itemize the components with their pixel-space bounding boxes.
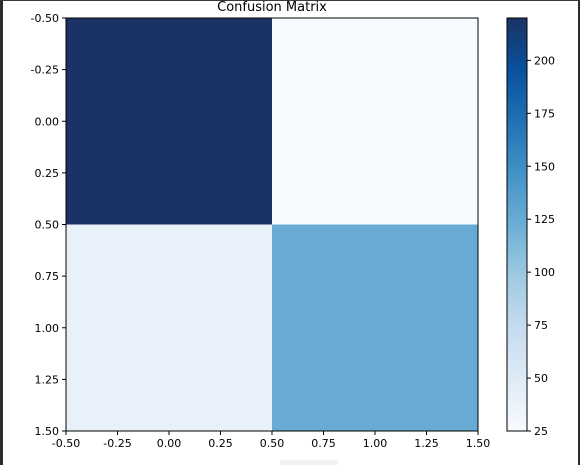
x-tick-label: 0.50: [260, 437, 285, 450]
x-tick-label: 0.00: [157, 437, 182, 450]
bottom-strip: [280, 460, 338, 465]
y-tick-label: -0.25: [31, 64, 59, 77]
colorbar-tick-label: 175: [534, 107, 555, 120]
heatmap-cell-1-0: [66, 224, 272, 431]
y-tick-label: -0.50: [31, 12, 59, 25]
colorbar-tick-label: 100: [534, 266, 555, 279]
y-tick-label: 1.25: [35, 373, 60, 386]
window-edge-top: [0, 0, 580, 1]
heatmap-cell-0-0: [66, 18, 272, 225]
colorbar-tick-label: 75: [534, 319, 548, 332]
x-tick-label: 1.00: [363, 437, 388, 450]
y-axis: -0.50 -0.25 0.00 0.25 0.50 0.75 1.00 1.25 1.50: [31, 12, 66, 438]
x-tick-label: 0.75: [311, 437, 336, 450]
y-tick-label: 0.25: [35, 167, 60, 180]
colorbar-axis: 200 175 150 125 100 75 50 25: [527, 54, 555, 438]
colorbar-gradient: [507, 18, 527, 431]
chart-title: Confusion Matrix: [217, 0, 327, 15]
y-tick-label: 0.50: [35, 219, 60, 232]
colorbar-tick-label: 125: [534, 213, 555, 226]
window-edge-right: [578, 0, 580, 465]
colorbar-tick-label: 150: [534, 160, 555, 173]
y-tick-label: 1.50: [35, 425, 60, 438]
y-tick-label: 0.75: [35, 270, 60, 283]
x-tick-label: 0.25: [208, 437, 233, 450]
x-tick-label: 1.50: [466, 437, 491, 450]
colorbar-tick-label: 200: [534, 54, 555, 67]
window-edge-left: [0, 0, 3, 465]
x-tick-label: 1.25: [414, 437, 439, 450]
heatmap-cell-0-1: [272, 18, 478, 225]
colorbar-tick-label: 50: [534, 372, 548, 385]
colorbar-tick-label: 25: [534, 425, 548, 438]
colorbar-frame: [506, 17, 528, 432]
y-tick-label: 0.00: [35, 115, 60, 128]
y-tick-label: 1.00: [35, 322, 60, 335]
x-tick-label: -0.50: [52, 437, 80, 450]
x-tick-label: -0.25: [103, 437, 131, 450]
heatmap-cell-1-1: [272, 224, 478, 431]
heatmap-cells: [66, 18, 478, 431]
x-axis: -0.50 -0.25 0.00 0.25 0.50 0.75 1.00 1.25 1.50: [52, 431, 490, 450]
